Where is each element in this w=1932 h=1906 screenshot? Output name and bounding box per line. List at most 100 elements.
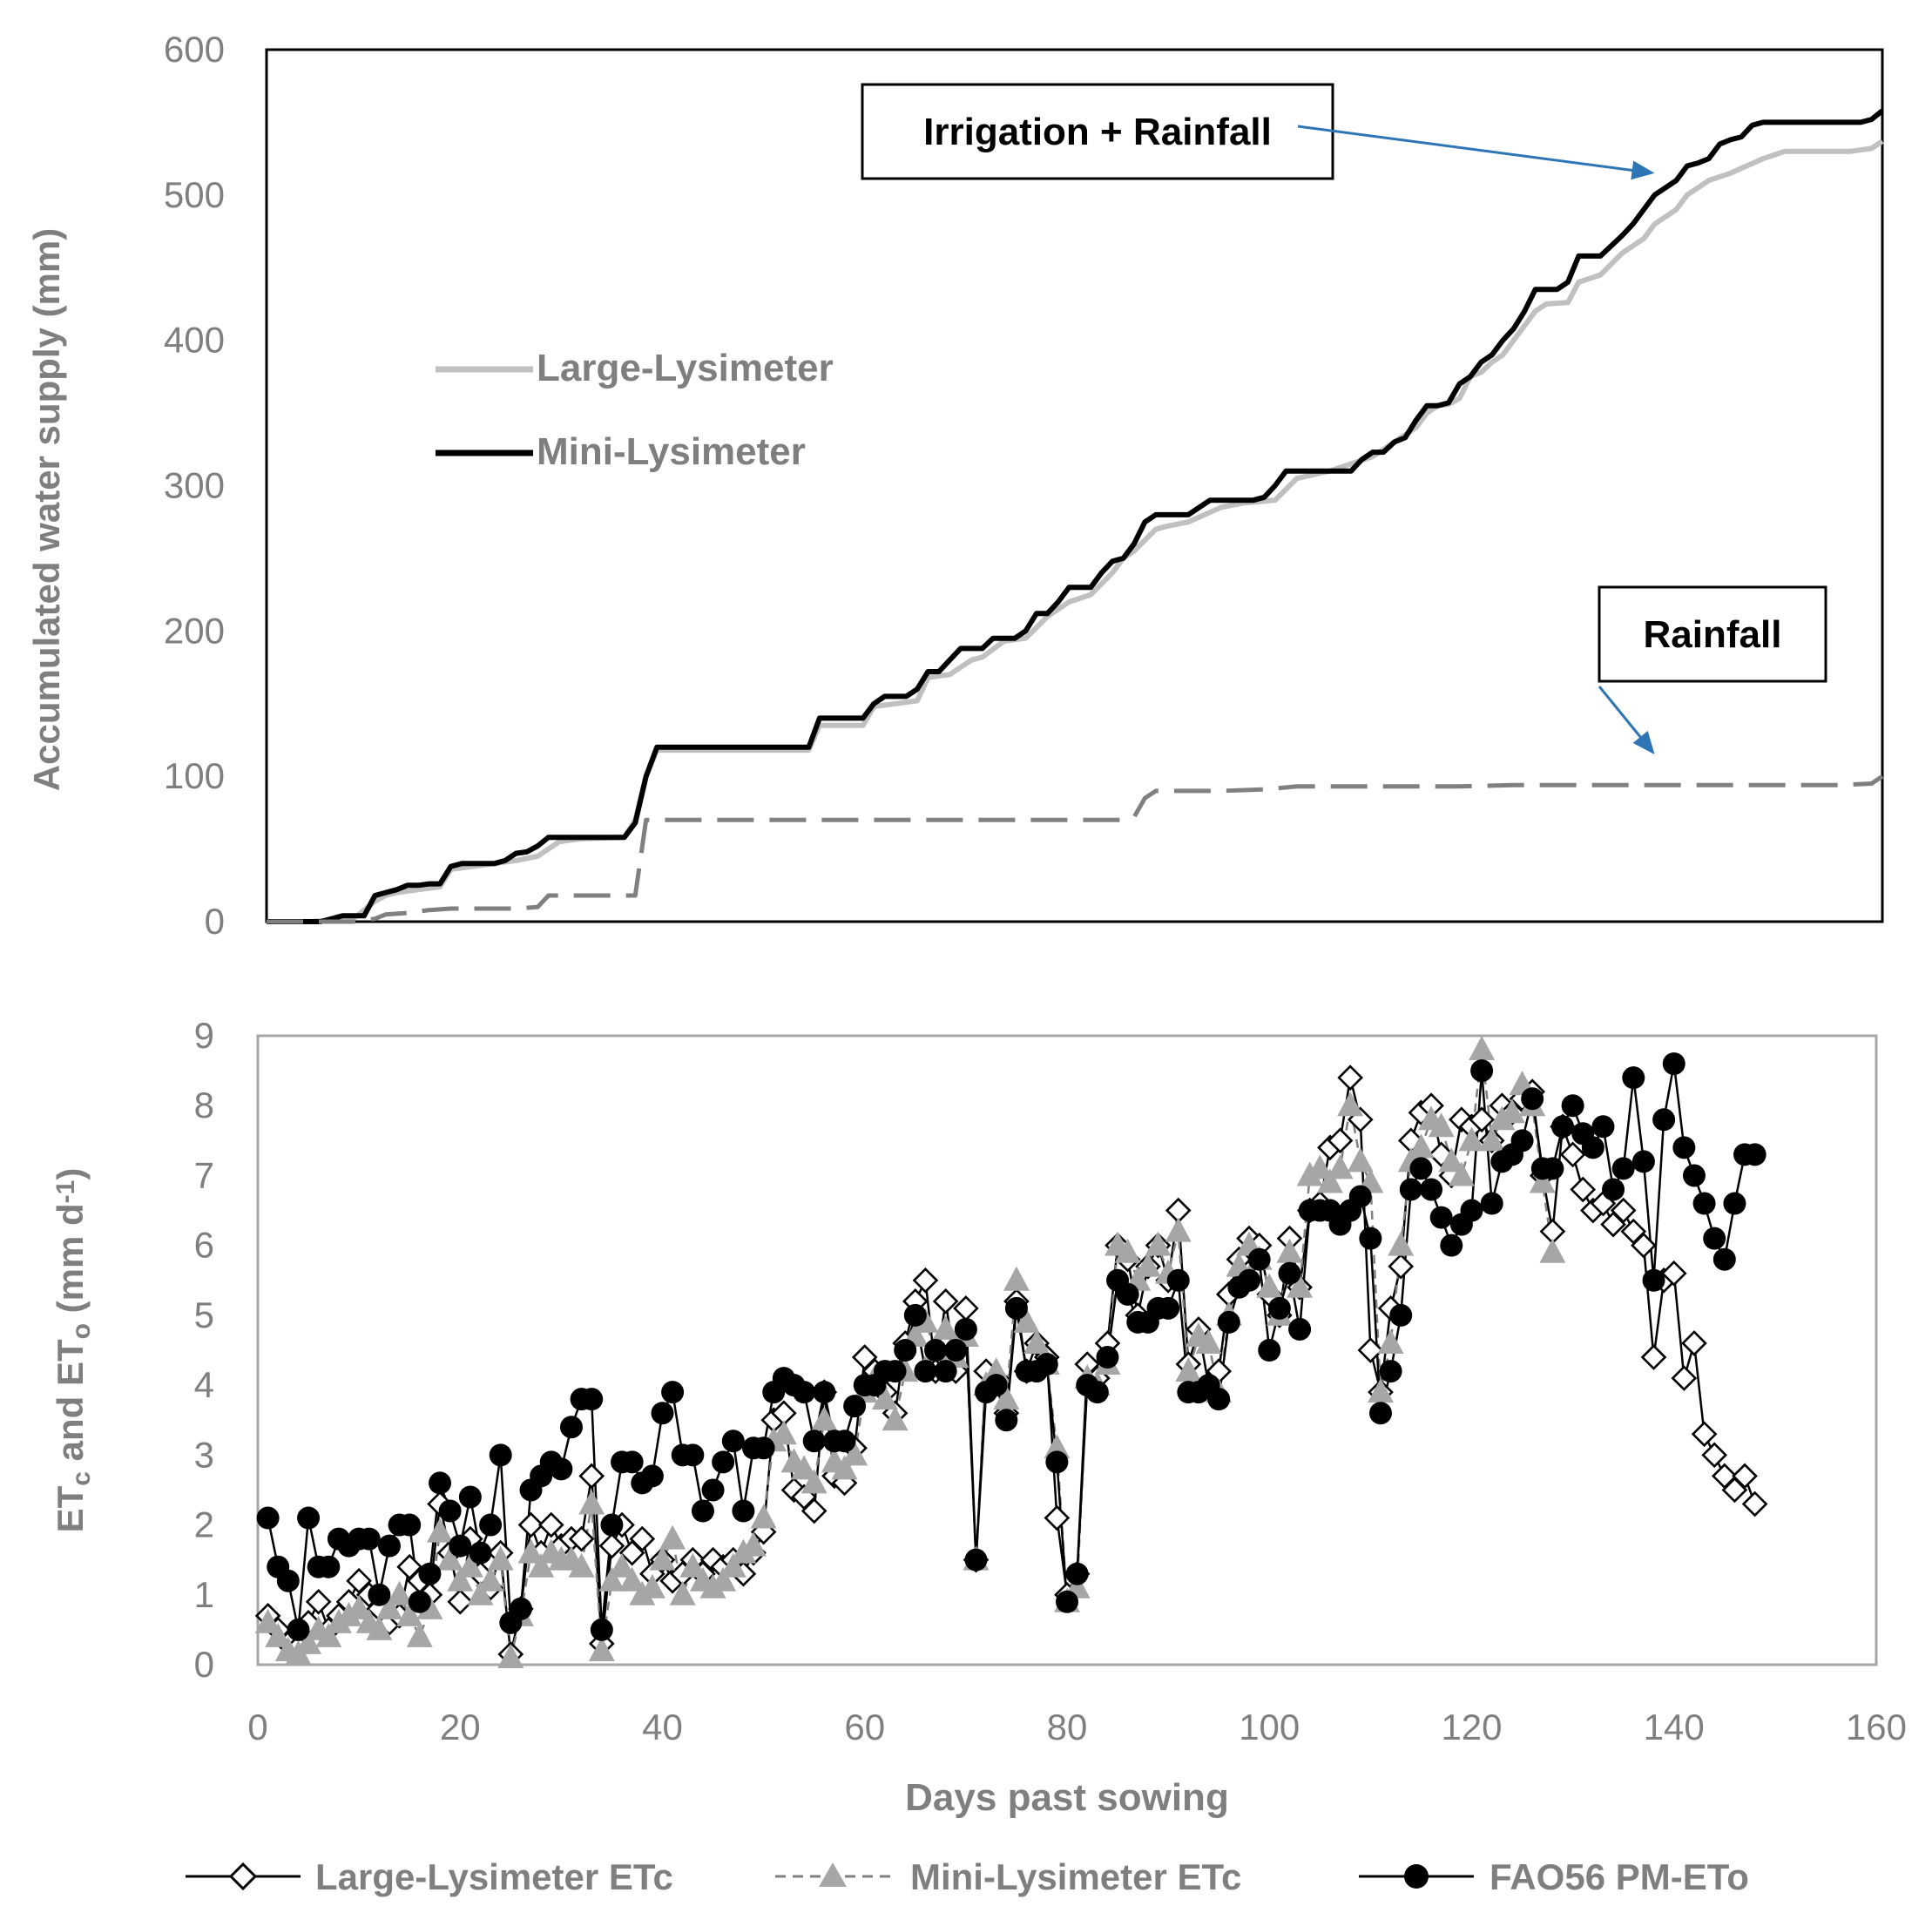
data-point-fao56-pm-eto — [276, 1569, 300, 1592]
data-point-mini-lysimeter-etc — [477, 1566, 504, 1592]
data-point-large-lysimeter-etc — [578, 1463, 605, 1490]
data-point-mini-lysimeter-etc — [831, 1455, 858, 1480]
data-point-fao56-pm-eto — [1429, 1206, 1453, 1229]
data-point-mini-lysimeter-etc — [427, 1517, 454, 1543]
top-y-tick-label: 400 — [164, 320, 225, 361]
data-point-fao56-pm-eto — [1389, 1303, 1413, 1327]
data-point-large-lysimeter-etc — [598, 1532, 625, 1559]
data-point-fao56-pm-eto — [1065, 1562, 1089, 1585]
data-point-mini-lysimeter-etc — [487, 1545, 514, 1571]
data-point-mini-lysimeter-etc — [436, 1545, 463, 1571]
data-point-large-lysimeter-etc — [1640, 1344, 1667, 1370]
data-point-fao56-pm-eto — [1642, 1268, 1665, 1292]
data-point-fao56-pm-eto — [1116, 1282, 1139, 1306]
data-point-fao56-pm-eto — [843, 1395, 867, 1418]
data-point-fao56-pm-eto — [580, 1388, 604, 1411]
top-y-ticks: 0 100 200 300 400 500 600 — [164, 29, 225, 942]
data-point-large-lysimeter-etc — [1469, 1106, 1495, 1133]
data-point-fao56-pm-eto — [984, 1374, 1008, 1397]
y-axis-label-part: ET — [50, 1485, 91, 1532]
data-point-mini-lysimeter-etc — [1448, 1161, 1475, 1186]
data-point-fao56-pm-eto — [712, 1450, 735, 1474]
data-point-fao56-pm-eto — [1703, 1227, 1726, 1250]
data-point-mini-lysimeter-etc — [1529, 1168, 1556, 1193]
data-point-mini-lysimeter-etc — [1165, 1217, 1192, 1242]
annotation-rainfall: Rainfall — [1598, 585, 1827, 755]
data-point-mini-lysimeter-etc — [1478, 1126, 1505, 1152]
data-point-fao56-pm-eto — [1004, 1296, 1028, 1320]
data-point-fao56-pm-eto — [590, 1618, 613, 1641]
annotation-arrowhead — [1632, 731, 1655, 755]
top-panel: 0 100 200 300 400 500 600 Accumulated water su… — [26, 29, 1884, 942]
data-point-mini-lysimeter-etc — [456, 1552, 483, 1578]
data-point-large-lysimeter-etc — [1327, 1127, 1354, 1154]
data-point-mini-lysimeter-etc — [618, 1566, 645, 1592]
bottom-y-tick-label: 0 — [194, 1644, 214, 1685]
annotation-irrigation-rainfall: Irrigation + Rainfall — [861, 83, 1655, 180]
data-point-fao56-pm-eto — [995, 1409, 1018, 1432]
data-point-fao56-pm-eto — [793, 1381, 816, 1404]
data-point-fao56-pm-eto — [964, 1548, 988, 1571]
data-point-fao56-pm-eto — [1056, 1590, 1078, 1613]
data-point-fao56-pm-eto — [1288, 1317, 1312, 1341]
data-point-fao56-pm-eto — [640, 1464, 664, 1488]
data-point-fao56-pm-eto — [691, 1499, 714, 1523]
bottom-y-tick-label: 5 — [194, 1294, 214, 1335]
data-point-large-lysimeter-etc — [1631, 1232, 1657, 1259]
data-point-mini-lysimeter-etc — [871, 1385, 898, 1410]
legend-label-fao56: FAO56 PM-ETo — [1490, 1856, 1749, 1897]
top-legend: Large-Lysimeter Mini-Lysimeter — [436, 347, 834, 473]
data-point-mini-lysimeter-etc — [1458, 1126, 1485, 1152]
data-point-mini-lysimeter-etc — [719, 1552, 746, 1578]
bottom-x-tick-label: 40 — [642, 1707, 683, 1747]
data-point-fao56-pm-eto — [1035, 1353, 1058, 1376]
data-point-fao56-pm-eto — [458, 1485, 482, 1509]
bottom-x-tick-label: 120 — [1441, 1707, 1502, 1747]
data-point-large-lysimeter-etc — [1610, 1197, 1637, 1224]
data-point-fao56-pm-eto — [297, 1506, 321, 1530]
data-point-fao56-pm-eto — [377, 1534, 401, 1558]
data-point-fao56-pm-eto — [317, 1555, 341, 1578]
data-point-fao56-pm-eto — [752, 1436, 775, 1460]
data-point-mini-lysimeter-etc — [1256, 1273, 1283, 1298]
data-point-large-lysimeter-etc — [953, 1295, 979, 1321]
bottom-x-tick-label: 140 — [1644, 1707, 1705, 1747]
data-point-large-lysimeter-etc — [537, 1511, 564, 1538]
data-point-large-lysimeter-etc — [517, 1511, 544, 1538]
data-point-fao56-pm-eto — [1743, 1143, 1766, 1166]
data-point-fao56-pm-eto — [934, 1360, 957, 1383]
legend-label-mini-lysimeter-etc: Mini-Lysimeter ETc — [910, 1856, 1241, 1897]
data-point-mini-lysimeter-etc — [1327, 1154, 1354, 1179]
data-point-large-lysimeter-etc — [800, 1497, 828, 1524]
bottom-x-tick-label: 160 — [1846, 1707, 1907, 1747]
data-point-mini-lysimeter-etc — [740, 1531, 767, 1557]
data-point-mini-lysimeter-etc — [983, 1357, 1010, 1382]
top-y-axis-label: Accumulated water supply (mm) — [26, 228, 67, 791]
data-point-fao56-pm-eto — [1521, 1087, 1544, 1111]
data-point-fao56-pm-eto — [408, 1590, 431, 1613]
data-point-fao56-pm-eto — [1652, 1108, 1676, 1132]
data-point-fao56-pm-eto — [1631, 1150, 1655, 1173]
data-point-fao56-pm-eto — [1157, 1296, 1180, 1320]
data-point-fao56-pm-eto — [559, 1416, 583, 1439]
data-point-mini-lysimeter-etc — [1145, 1231, 1172, 1256]
data-point-mini-lysimeter-etc — [1003, 1266, 1030, 1291]
data-point-fao56-pm-eto — [550, 1457, 573, 1481]
top-y-tick-label: 600 — [164, 29, 225, 70]
data-point-mini-lysimeter-etc — [1367, 1378, 1394, 1403]
data-point-fao56-pm-eto — [1672, 1136, 1696, 1159]
data-point-fao56-pm-eto — [368, 1583, 391, 1606]
data-point-mini-lysimeter-etc — [791, 1455, 818, 1480]
data-point-fao56-pm-eto — [721, 1430, 745, 1453]
data-point-fao56-pm-eto — [1247, 1247, 1271, 1271]
bottom-y-tick-label: 9 — [194, 1015, 214, 1056]
data-point-fao56-pm-eto — [1359, 1227, 1382, 1250]
y-axis-label-part: (mm d — [50, 1203, 91, 1323]
data-point-mini-lysimeter-etc — [649, 1545, 676, 1571]
data-point-large-lysimeter-etc — [447, 1588, 474, 1615]
data-point-fao56-pm-eto — [894, 1339, 917, 1362]
data-point-mini-lysimeter-etc — [1195, 1328, 1222, 1354]
data-point-fao56-pm-eto — [1045, 1450, 1069, 1474]
series-line-mini-lysimeter — [267, 108, 1884, 924]
bottom-y-ticks: 0 1 2 3 4 5 6 7 8 9 — [194, 1015, 214, 1685]
